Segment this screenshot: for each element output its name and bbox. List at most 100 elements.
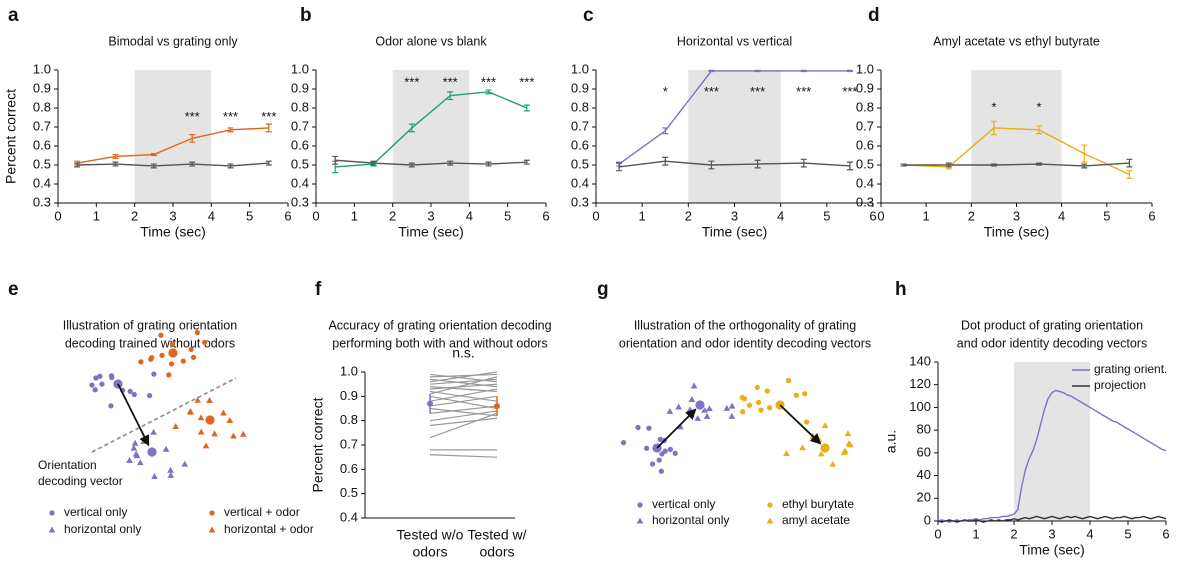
y-axis-label: Percent correct	[3, 89, 19, 184]
dot-point	[158, 332, 164, 338]
tri-point	[723, 404, 731, 411]
dot-point	[108, 403, 114, 409]
y-tick-label: 1.0	[571, 61, 589, 76]
dot-point	[667, 446, 674, 453]
y-tick-label: 0.9	[33, 80, 51, 95]
x-tick-label: 2	[968, 208, 975, 223]
panel-letter: b	[300, 5, 312, 26]
tri-point	[136, 459, 144, 466]
tri-point	[206, 397, 213, 404]
dot-point	[646, 425, 652, 431]
error-bar	[990, 163, 997, 167]
centroid	[146, 446, 158, 458]
error-bar	[523, 159, 530, 165]
panel-letter: f	[315, 279, 322, 300]
centroid	[167, 347, 179, 359]
significance: *	[663, 84, 668, 99]
error-bar	[227, 163, 234, 169]
centroid	[694, 399, 706, 411]
tri-point	[48, 526, 56, 533]
series-line	[937, 389, 1167, 523]
panel-title: Illustration of grating orientation	[63, 318, 237, 332]
panel-letter: a	[8, 5, 19, 26]
tri-point	[728, 402, 736, 409]
y-tick-label: 0.6	[291, 137, 309, 152]
x-tick-label: 4	[1086, 526, 1093, 541]
y-tick-label: 120	[909, 376, 931, 391]
subject-line	[429, 388, 498, 402]
x-tick-label: 3	[1048, 526, 1055, 541]
y-tick-label: 0.8	[33, 99, 51, 114]
legend-label: vertical only	[652, 497, 715, 511]
error-bar	[616, 162, 623, 172]
y-tick-label: 0.6	[856, 137, 874, 152]
dot-point	[758, 407, 764, 413]
error-bar	[900, 163, 907, 167]
legend-label: horizontal only	[652, 513, 729, 527]
mean-dot	[494, 403, 500, 410]
dot-point	[188, 346, 194, 353]
tri-point	[130, 444, 138, 451]
y-tick-label: 1.0	[856, 61, 874, 76]
tri-point	[211, 430, 218, 437]
dot-point	[146, 392, 153, 399]
x-tick-label: 2	[389, 208, 396, 223]
x-tick-label: 3	[731, 208, 738, 223]
y-tick-label: 0.9	[291, 80, 309, 95]
error-bar	[754, 69, 761, 73]
y-tick-label: 0.7	[33, 118, 51, 133]
tri-point	[230, 432, 237, 439]
error-bar	[800, 69, 807, 73]
significance: *	[991, 99, 996, 114]
error-bar	[990, 120, 997, 136]
error-bar	[112, 161, 119, 167]
y-tick-label: 0.4	[291, 175, 309, 190]
dot-point	[755, 399, 762, 406]
decision-boundary	[91, 377, 237, 453]
y-tick-label: 0.9	[571, 80, 589, 95]
series-line	[903, 162, 1130, 167]
dot-point	[180, 358, 186, 364]
dot-point	[190, 354, 197, 360]
dot-point	[802, 391, 808, 397]
significance: ***	[796, 84, 811, 99]
series-line	[937, 515, 1167, 523]
error-bar	[1036, 125, 1043, 135]
x-tick-label: 1	[351, 208, 358, 223]
dot-point	[658, 468, 664, 474]
tri-point	[150, 428, 157, 435]
dot-point	[767, 502, 773, 508]
y-tick-label: 20	[917, 490, 931, 505]
y-tick-label: 0.8	[571, 99, 589, 114]
dot-point	[149, 355, 155, 361]
tri-point	[686, 406, 694, 413]
legend-label: horizontal + odor	[224, 522, 314, 536]
tri-point	[202, 442, 210, 449]
subject-line	[429, 412, 498, 439]
y-tick-label: 0.5	[291, 156, 309, 171]
panel-title: Illustration of the orthogonality of gra…	[634, 318, 856, 332]
error-bar	[265, 160, 272, 166]
x-tick-label: 4	[777, 208, 784, 223]
y-tick-label: 0.8	[856, 99, 874, 114]
dot-point	[127, 388, 133, 395]
dot-point	[656, 457, 662, 463]
error-bar	[74, 162, 81, 168]
y-tick-label: 0.7	[340, 436, 358, 451]
dot-point	[169, 341, 176, 347]
y-tick-label: 0.7	[291, 118, 309, 133]
x-tick-label: 5	[504, 208, 511, 223]
error-bar	[485, 161, 492, 167]
panel-title: Dot product of grating orientation	[961, 318, 1143, 332]
tri-point	[677, 423, 684, 430]
panel-letter: c	[583, 5, 594, 26]
error-bar	[800, 158, 807, 168]
tri-point	[688, 396, 696, 402]
y-tick-label: 0	[924, 512, 931, 527]
x-tick-label: 5	[823, 208, 830, 223]
significance: n.s.	[452, 345, 475, 361]
subject-line	[429, 405, 498, 414]
subject-line	[429, 417, 498, 427]
tri-point	[829, 460, 837, 467]
